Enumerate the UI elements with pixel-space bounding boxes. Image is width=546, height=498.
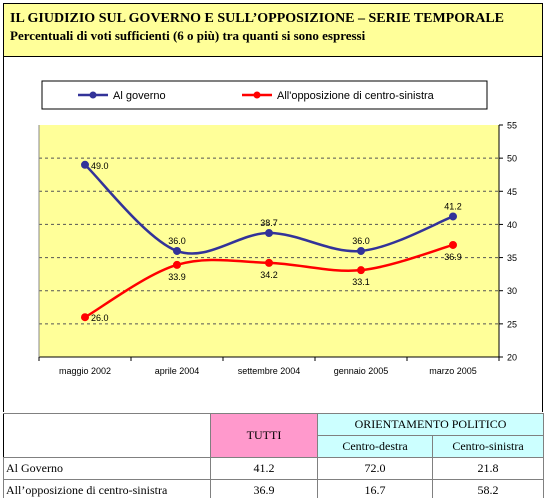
data-point xyxy=(265,229,273,238)
y-tick-label: 50 xyxy=(507,154,517,164)
data-label: 33.9 xyxy=(168,272,186,282)
plot-area xyxy=(39,125,499,357)
x-tick-label: maggio 2002 xyxy=(59,366,111,376)
legend-swatch-marker xyxy=(253,91,261,99)
x-tick-label: marzo 2005 xyxy=(429,366,477,376)
row-label: All’opposizione di centro-sinistra xyxy=(3,479,211,498)
header-tutti: TUTTI xyxy=(210,413,318,458)
cell-centro-destra: 72.0 xyxy=(317,457,433,480)
data-point xyxy=(449,212,457,221)
y-tick-label: 40 xyxy=(507,220,517,230)
cell-centro-sinistra: 21.8 xyxy=(432,457,544,480)
chart-title: IL GIUDIZIO SUL GOVERNO E SULL’OPPOSIZIO… xyxy=(10,11,505,26)
data-label: 49.0 xyxy=(91,161,109,171)
data-point xyxy=(357,266,365,275)
row-label: Al Governo xyxy=(3,457,211,480)
data-point xyxy=(81,160,89,169)
cell-centro-sinistra: 58.2 xyxy=(432,479,544,498)
data-label: 41.2 xyxy=(444,201,462,211)
y-tick-label: 20 xyxy=(507,353,517,363)
data-label: 26.0 xyxy=(91,313,109,323)
y-tick-label: 30 xyxy=(507,286,517,296)
data-label: 38.7 xyxy=(260,218,278,228)
data-point xyxy=(173,246,181,255)
data-label: 33.1 xyxy=(352,277,370,287)
x-tick-label: aprile 2004 xyxy=(155,366,200,376)
header-centro-sinistra: Centro-sinistra xyxy=(432,435,544,458)
cell-tutti: 41.2 xyxy=(210,457,318,480)
header-orientamento-politico: ORIENTAMENTO POLITICO xyxy=(317,413,544,436)
data-point xyxy=(173,260,181,269)
chart-subtitle: Percentuali di voti sufficienti (6 o più… xyxy=(10,28,366,43)
chart-frame: 20 25 30 35 40 45 50 55 maggio 2002 aprile 2004 se… xyxy=(3,57,543,412)
cell-centro-destra: 16.7 xyxy=(317,479,433,498)
table-corner-cell xyxy=(3,413,211,458)
data-label: 36.0 xyxy=(352,236,370,246)
summary-table: TUTTI ORIENTAMENTO POLITICO Centro-destr… xyxy=(3,413,544,498)
y-tick-label: 45 xyxy=(507,187,517,197)
y-tick-label: 55 xyxy=(507,121,517,131)
data-label: 36.0 xyxy=(168,236,186,246)
legend-label: Al governo xyxy=(113,90,166,102)
chart-header: IL GIUDIZIO SUL GOVERNO E SULL’OPPOSIZIO… xyxy=(3,3,543,57)
data-point xyxy=(449,240,457,249)
y-tick-label: 35 xyxy=(507,253,517,263)
legend-label: All'opposizione di centro-sinistra xyxy=(277,90,435,102)
data-point xyxy=(265,258,273,267)
table-row: Al Governo 41.2 72.0 21.8 xyxy=(3,457,544,480)
data-label: 34.2 xyxy=(260,270,278,280)
x-tick-label: gennaio 2005 xyxy=(334,366,389,376)
data-point xyxy=(81,313,89,322)
y-tick-label: 25 xyxy=(507,319,517,329)
series-line xyxy=(84,163,454,255)
data-label: 36.9 xyxy=(444,252,462,262)
table-row: All’opposizione di centro-sinistra 36.9 … xyxy=(3,479,544,498)
cell-tutti: 36.9 xyxy=(210,479,318,498)
header-centro-destra: Centro-destra xyxy=(317,435,433,458)
data-point xyxy=(357,246,365,255)
x-tick-label: settembre 2004 xyxy=(238,366,301,376)
legend-swatch-marker xyxy=(89,91,97,99)
line-chart: 20 25 30 35 40 45 50 55 maggio 2002 aprile 2004 se… xyxy=(38,80,517,376)
